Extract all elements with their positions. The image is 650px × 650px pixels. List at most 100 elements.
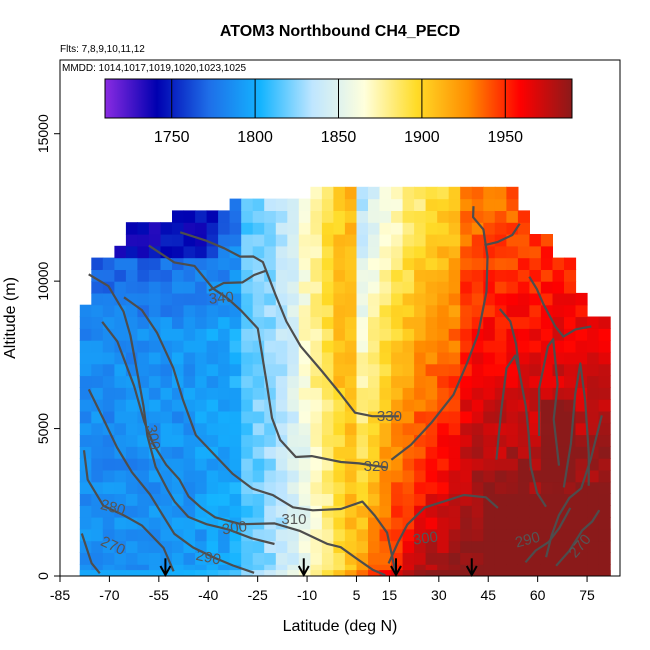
ch4-cell [333,304,346,318]
ch4-cell [575,505,588,518]
ch4-cell [425,186,438,200]
ch4-cell [252,198,265,211]
ch4-cell [195,363,208,377]
ch4-cell [333,234,346,247]
ch4-cell [379,292,392,306]
ch4-cell [448,570,461,576]
ch4-cell [356,422,369,436]
ch4-cell [183,493,196,506]
ch4-cell [460,552,473,565]
ch4-cell [506,517,519,530]
dates-subtitle: MMDD: 1014,1017,1019,1020,1023,1025 [62,63,246,74]
ch4-cell [391,469,404,483]
ch4-cell [321,245,334,259]
ch4-cell [264,481,277,494]
ch4-cell [287,375,300,388]
ch4-cell [506,375,519,388]
ch4-cell [425,570,438,576]
ch4-cell [448,292,461,306]
ch4-cell [506,540,519,553]
theta-contour-line [101,321,386,576]
ch4-cell [79,410,92,424]
ch4-cell [391,399,404,412]
ch4-cell [264,570,277,576]
ch4-cell [333,328,346,341]
ch4-cell [344,304,357,318]
ch4-cell [425,257,438,270]
ch4-cell [552,387,565,400]
ch4-cell [368,234,381,247]
ch4-cell [218,210,231,223]
ch4-cell [448,351,461,365]
ch4-cell [79,469,92,483]
flight-arrow-head [390,565,402,578]
ch4-cell [552,570,565,576]
ch4-cell [529,458,542,471]
ch4-cell [587,351,600,365]
ch4-cell [379,399,392,412]
ch4-cell [264,222,277,235]
ch4-cell [218,269,231,282]
ch4-cell [206,469,219,483]
ch4-cell [195,292,208,306]
ch4-cell [114,481,127,494]
ch4-cell [356,281,369,294]
ch4-cell [391,517,404,530]
ch4-cell [183,446,196,459]
ch4-cell [379,351,392,365]
ch4-cell [379,198,392,211]
ch4-cell [298,222,311,235]
ch4-cell [310,245,323,259]
ch4-cell [483,351,496,365]
ch4-cell [437,234,450,247]
ch4-cell [460,446,473,459]
ch4-cell [114,434,127,447]
ch4-cell [298,552,311,565]
ch4-cell [172,304,185,318]
ch4-cell [379,257,392,270]
ch4-cell [229,410,242,424]
x-tick-label: -55 [149,587,169,603]
ch4-cell [483,210,496,223]
ch4-cell [506,387,519,400]
ch4-cell [321,316,334,329]
ch4-cell [598,552,611,565]
ch4-cell [229,570,242,576]
ch4-cell [448,469,461,483]
ch4-cell [148,234,161,247]
y-tick-label: 10000 [35,261,51,300]
ch4-cell [79,399,92,412]
ch4-cell [241,422,254,436]
ch4-cell [252,316,265,329]
ch4-cell [91,328,104,341]
ch4-cell [298,517,311,530]
ch4-cell [425,528,438,542]
ch4-cell [125,517,138,530]
ch4-cell [195,469,208,483]
ch4-cell [183,304,196,318]
theta-contour-line [524,507,572,564]
ch4-cell [102,540,115,553]
ch4-cell [137,316,150,329]
ch4-cell [91,304,104,318]
ch4-cell [148,422,161,436]
ch4-cell [333,410,346,424]
ch4-cell [321,198,334,211]
ch4-cell [356,257,369,270]
ch4-cell [517,434,530,447]
ch4-cell [564,340,577,353]
ch4-cell [506,458,519,471]
ch4-cell [275,540,288,553]
ch4-cell [425,304,438,318]
ch4-cell [437,387,450,400]
ch4-cell [540,517,553,530]
ch4-cell [310,481,323,494]
ch4-cell [114,458,127,471]
ch4-cell [321,186,334,200]
ch4-cell [575,552,588,565]
ch4-cell [517,351,530,365]
ch4-cell [379,363,392,377]
ch4-cell [448,222,461,235]
ch4-cell [310,304,323,318]
ch4-cell [172,210,185,223]
